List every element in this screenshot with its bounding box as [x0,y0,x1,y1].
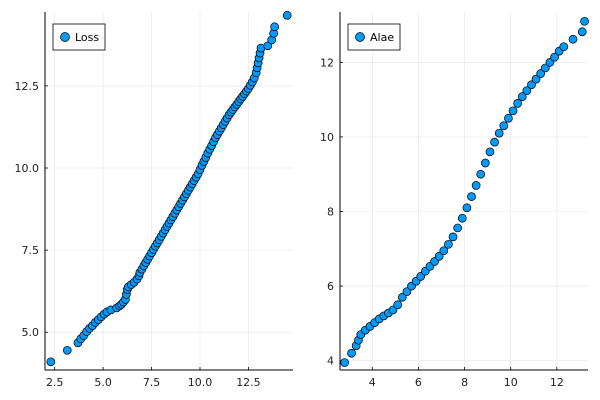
data-point [282,10,292,20]
data-point [499,121,509,131]
x-tick-label: 5.0 [94,376,112,389]
data-point [393,300,403,310]
x-tick-label: 12.5 [236,376,261,389]
y-tick-label: 12 [320,56,334,69]
data-point [462,203,472,213]
x-tick-label: 7.5 [143,376,161,389]
data-point [444,239,453,249]
x-tick-label: 6 [415,376,422,389]
y-tick-label: 5.0 [22,326,40,339]
y-tick-label: 7.5 [22,244,40,257]
data-point [448,232,458,242]
data-point [508,106,518,116]
data-point [536,69,546,78]
data-point [347,348,356,358]
x-tick-label: 10.0 [188,376,213,389]
data-point [504,113,513,123]
x-tick-label: 8 [461,376,468,389]
data-point [522,86,532,96]
legend-label: Loss [75,31,99,44]
x-tick-label: 4 [369,376,376,389]
scatter-plot-loss: 2.5 5.0 7.5 10.0 12.5 5.0 7.5 10.0 12.5 Loss [15,10,293,389]
data-point [517,92,527,102]
y-tick-label: 10 [320,131,334,144]
data-point [559,42,569,52]
legend: Loss [52,23,106,51]
data-point [434,251,444,261]
data-point [340,358,349,367]
y-tick-label: 8 [327,206,334,219]
x-tick-label: 10 [504,376,518,389]
data-point [577,27,587,37]
legend-marker [355,32,365,42]
legend-label: Alae [370,31,394,44]
data-point [62,345,72,355]
data-point [397,292,407,302]
y-tick-label: 12.5 [15,80,40,93]
data-point [531,74,541,84]
data-point [402,287,412,297]
data-point [453,223,463,233]
data-point [476,169,486,179]
x-tick-label: 2.5 [46,376,64,389]
y-tick-label: 6 [327,280,334,293]
data-point [467,192,476,201]
data-point [540,63,550,73]
data-point [513,99,522,108]
data-point [490,137,499,147]
data-point [439,246,449,256]
data-point [568,34,578,44]
data-point [471,181,481,190]
data-point [46,357,56,367]
legend: Alae [347,23,401,51]
scatter-plot-alae: 4 6 8 10 12 4 6 8 10 12 Alae [320,12,589,389]
y-tick-label: 10.0 [15,162,40,175]
x-tick-label: 12 [550,376,564,389]
data-point [270,22,279,32]
data-point [580,16,589,26]
data-point [480,158,490,168]
data-point [527,80,536,90]
data-point [485,147,495,157]
data-point [550,52,559,62]
data-point [494,128,504,138]
legend-marker [60,32,70,42]
y-tick-label: 4 [327,355,334,368]
data-point [457,213,467,223]
